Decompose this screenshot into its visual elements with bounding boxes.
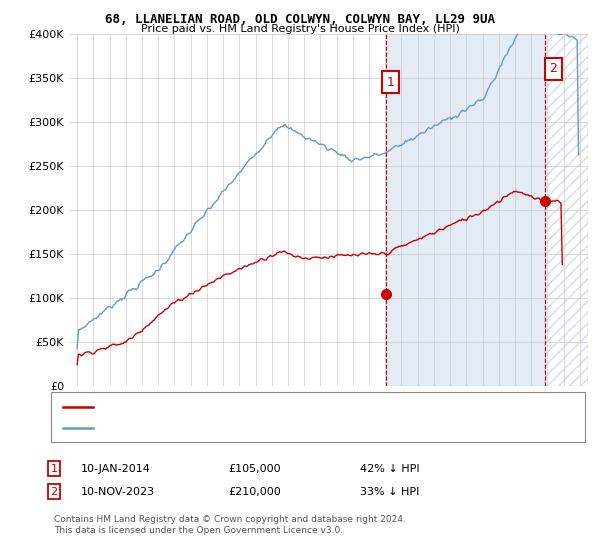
Bar [386,34,545,386]
Text: Contains HM Land Registry data © Crown copyright and database right 2024.: Contains HM Land Registry data © Crown c… [54,515,406,524]
Text: 33% ↓ HPI: 33% ↓ HPI [360,487,419,497]
Text: 2: 2 [50,487,58,497]
Text: 10-JAN-2014: 10-JAN-2014 [81,464,151,474]
Text: 2: 2 [550,62,557,76]
Text: £210,000: £210,000 [228,487,281,497]
Text: 10-NOV-2023: 10-NOV-2023 [81,487,155,497]
Bar [545,34,588,386]
Text: 1: 1 [387,76,395,88]
Text: 1: 1 [50,464,58,474]
Text: 68, LLANELIAN ROAD, OLD COLWYN, COLWYN BAY, LL29 9UA: 68, LLANELIAN ROAD, OLD COLWYN, COLWYN B… [105,13,495,26]
Text: 42% ↓ HPI: 42% ↓ HPI [360,464,419,474]
Text: This data is licensed under the Open Government Licence v3.0.: This data is licensed under the Open Gov… [54,526,343,535]
Text: Price paid vs. HM Land Registry's House Price Index (HPI): Price paid vs. HM Land Registry's House … [140,24,460,34]
Text: 68, LLANELIAN ROAD, OLD COLWYN, COLWYN BAY, LL29 9UA (detached house): 68, LLANELIAN ROAD, OLD COLWYN, COLWYN B… [99,402,493,412]
Text: HPI: Average price, detached house, Conwy: HPI: Average price, detached house, Conw… [99,422,317,432]
Bar [545,34,588,386]
Text: £105,000: £105,000 [228,464,281,474]
